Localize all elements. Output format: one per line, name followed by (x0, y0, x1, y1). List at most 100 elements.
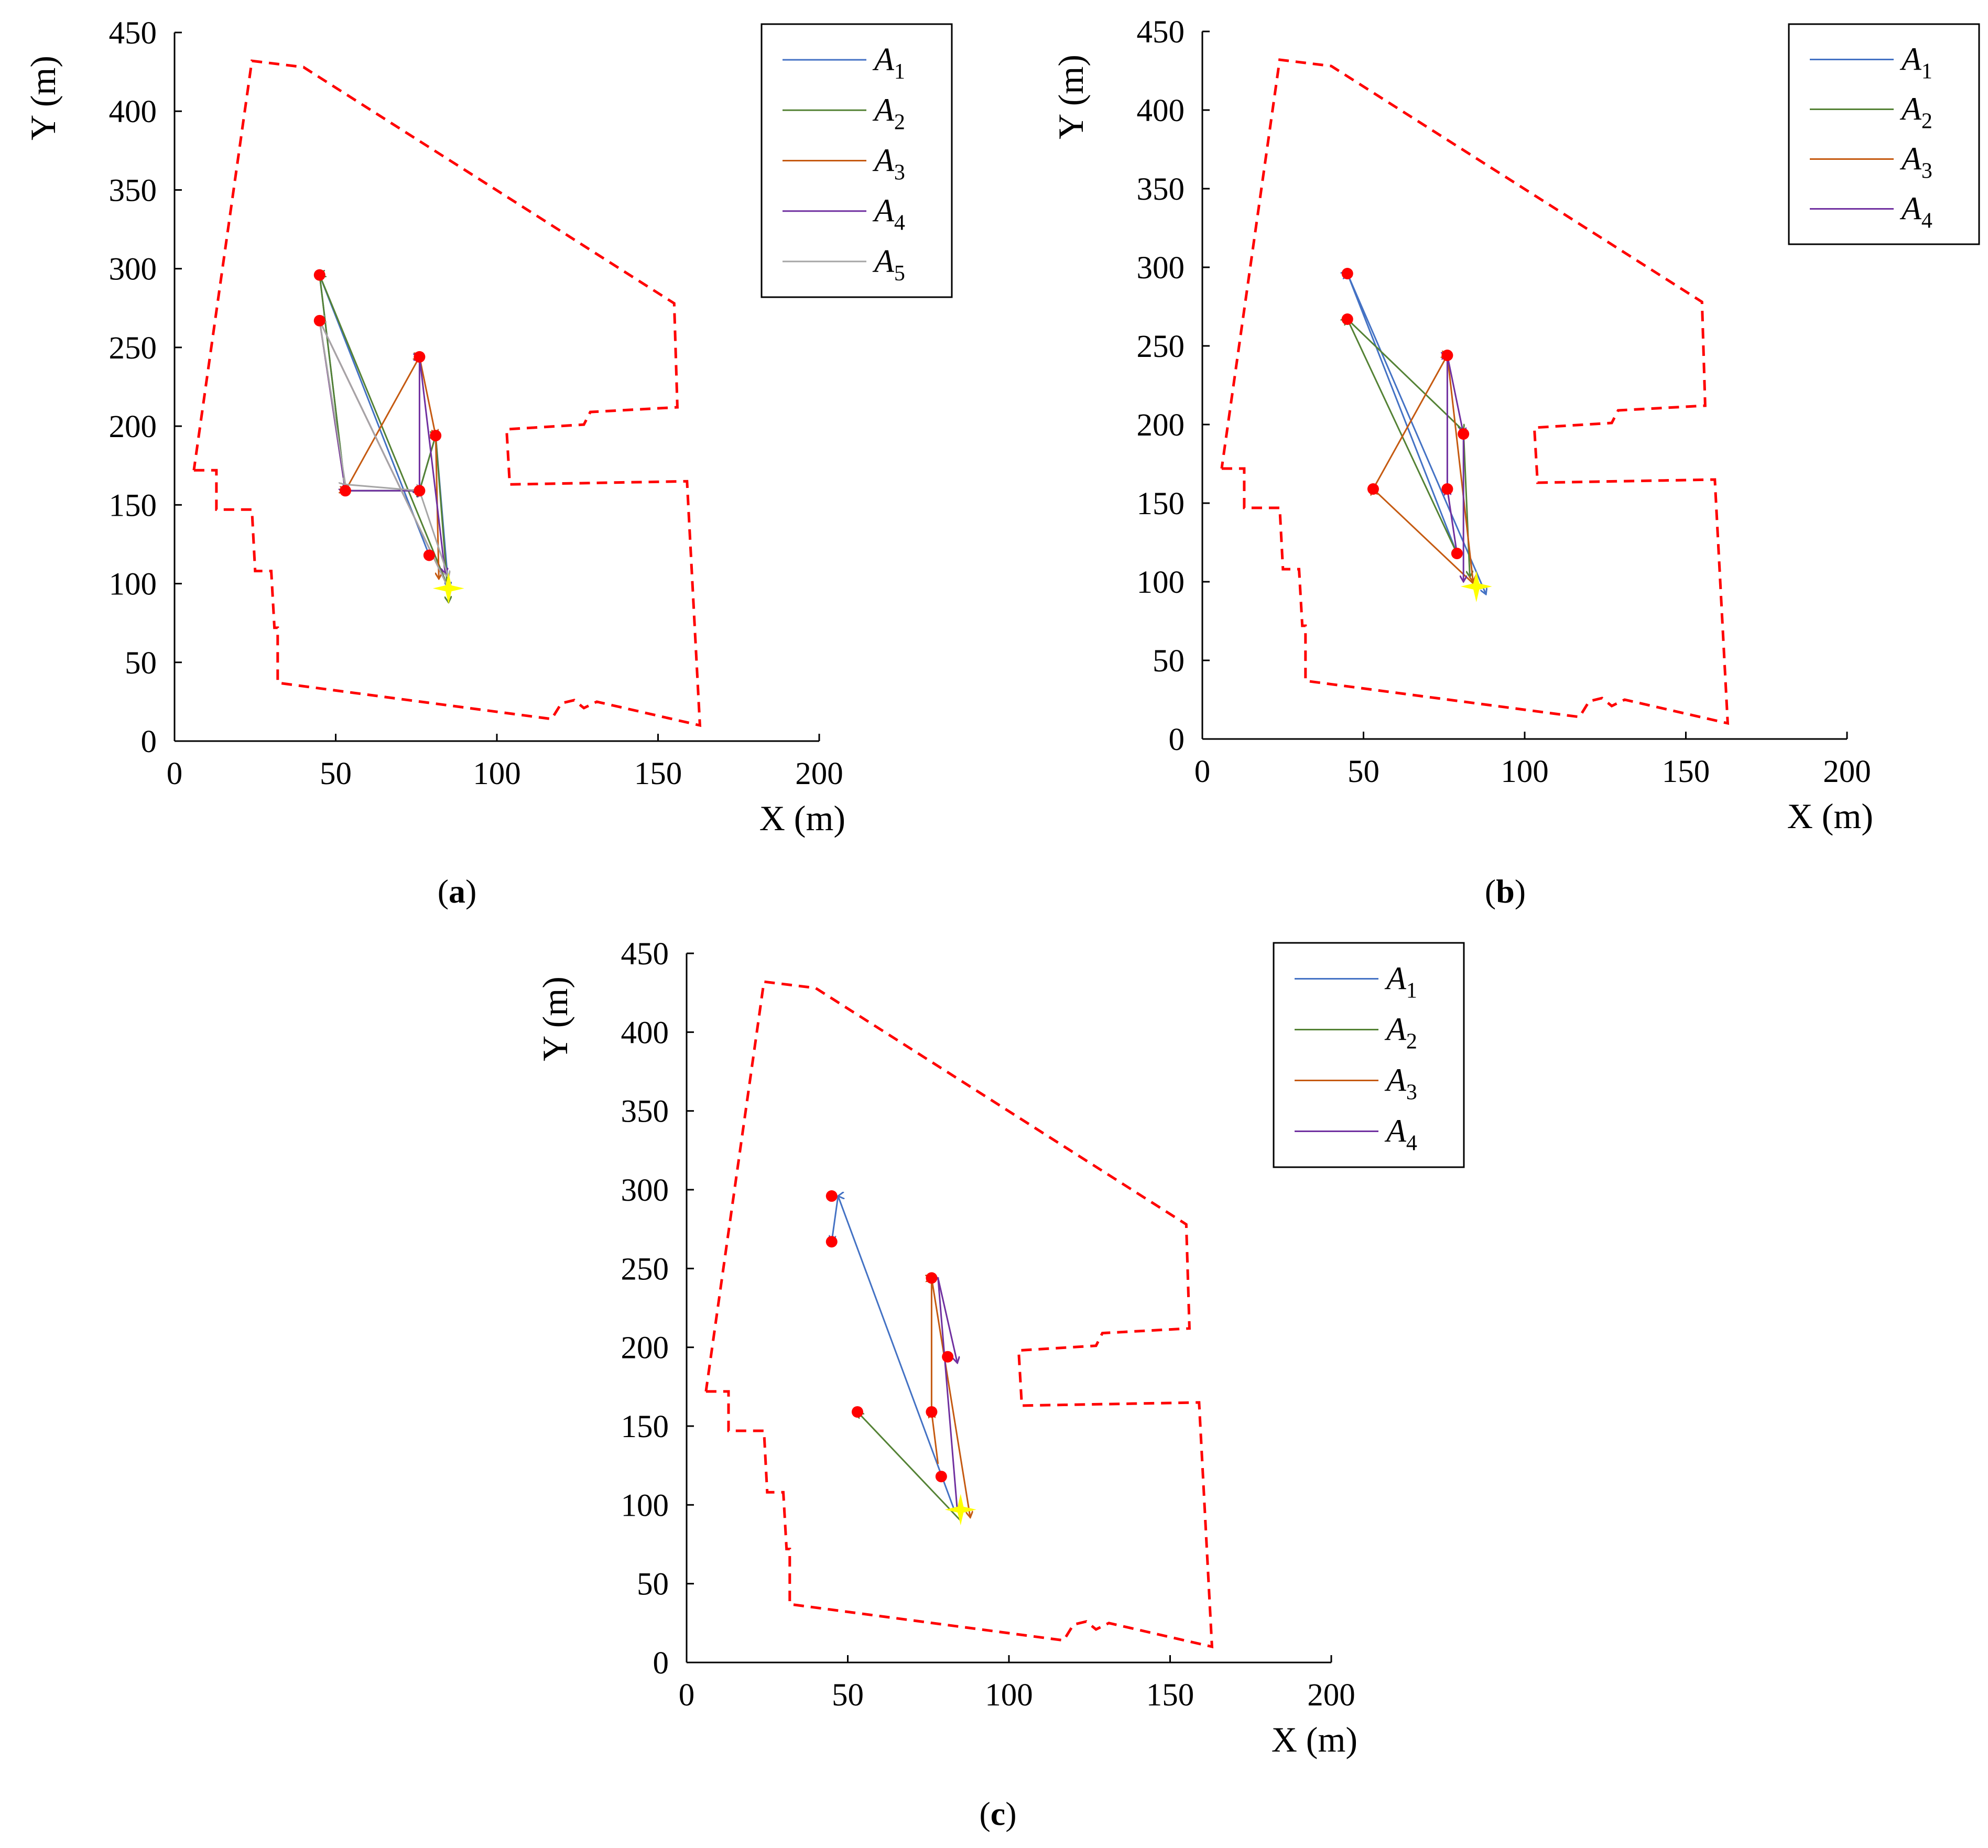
customer-node-marker (1367, 483, 1379, 495)
x-tick-label: 50 (320, 756, 352, 791)
y-tick-label: 150 (621, 1409, 669, 1444)
y-tick-label: 200 (621, 1331, 669, 1366)
legend-entry-A2: A2 (872, 92, 905, 134)
site-boundary-line (704, 980, 1214, 1649)
legend-entry-A4: A4 (872, 193, 905, 235)
legend-entry-A3: A3 (1384, 1063, 1417, 1105)
caption-letter: c (991, 1795, 1005, 1832)
legend-entry-subscript: 2 (1921, 110, 1932, 134)
y-tick-label: 350 (1137, 172, 1185, 207)
legend-entry-A3: A3 (1899, 142, 1932, 183)
legend-box (1788, 23, 1980, 245)
legend-entry-name: A (1899, 191, 1922, 227)
legend-entry-name: A (872, 244, 895, 279)
x-tick-label: 50 (1348, 754, 1379, 789)
legend-entry-subscript: 4 (1406, 1132, 1417, 1156)
legend-entry-subscript: 3 (894, 161, 905, 185)
legend-entry-A5: A5 (872, 244, 905, 286)
caption-open-paren: ( (1485, 873, 1496, 910)
chart-panel-b: 0 50 100 150 200 0 50 100 150 200 250 300 350 400 450 X… (1051, 15, 1980, 910)
depot-star-marker (432, 572, 464, 604)
y-tick-label: 300 (1137, 251, 1185, 286)
customer-node-marker (942, 1351, 954, 1363)
x-tick-label: 100 (1501, 754, 1549, 789)
caption-letter: b (1496, 873, 1515, 910)
x-tick-label: 150 (1146, 1678, 1194, 1713)
legend-entry-name: A (1384, 961, 1407, 997)
y-tick-label: 50 (125, 646, 157, 681)
y-tick-label: 400 (1137, 93, 1185, 128)
x-tick-label: 50 (832, 1678, 864, 1713)
legend-entry-name: A (872, 143, 895, 179)
customer-node-marker (825, 1236, 838, 1248)
legend-box (1273, 942, 1465, 1168)
legend-entry-A2: A2 (1899, 92, 1932, 134)
legend-entry-A3: A3 (872, 143, 905, 185)
legend-entry-A1: A1 (872, 42, 905, 84)
y-tick-label: 0 (141, 724, 157, 759)
caption-close-paren: ) (465, 873, 476, 910)
x-axis-label: X (m) (1272, 1720, 1357, 1759)
y-tick-label: 250 (109, 331, 157, 366)
y-tick-label: 350 (621, 1094, 669, 1129)
customer-node-marker (313, 269, 325, 281)
legend-entry-subscript: 3 (1921, 159, 1932, 183)
depot-star-marker (944, 1494, 976, 1526)
legend-entry-A4: A4 (1899, 191, 1932, 233)
legend-entry-name: A (1384, 1063, 1407, 1099)
customer-node-marker (423, 549, 435, 561)
customer-node-marker (1341, 268, 1353, 279)
panel-caption: (b) (1485, 873, 1526, 910)
legend-entry-subscript: 3 (1406, 1081, 1417, 1105)
chart-panel-a: 0 50 100 150 200 0 50 100 150 200 250 300 350 400 450 X… (23, 16, 953, 910)
y-tick-label: 0 (653, 1646, 669, 1681)
y-tick-label: 100 (1137, 565, 1185, 600)
x-tick-label: 200 (1307, 1678, 1355, 1713)
route-line-A2 (857, 1412, 961, 1521)
y-tick-label: 450 (621, 937, 669, 972)
customer-node-marker (1458, 428, 1470, 440)
panel-caption: (a) (438, 873, 477, 910)
customer-node-marker (1441, 483, 1453, 495)
customer-node-marker (313, 314, 325, 327)
customer-node-marker (1341, 313, 1353, 325)
x-tick-label: 0 (1194, 754, 1211, 789)
legend-entry-name: A (1899, 142, 1922, 177)
y-tick-label: 450 (1137, 15, 1185, 50)
x-tick-label: 150 (634, 756, 682, 791)
y-tick-label: 100 (109, 567, 157, 602)
x-axis-label: X (m) (759, 798, 845, 838)
y-tick-label: 350 (109, 173, 157, 208)
legend-entry-A1: A1 (1384, 961, 1417, 1003)
legend-entry-name: A (1899, 92, 1922, 127)
customer-node-marker (339, 485, 351, 497)
x-tick-label: 100 (985, 1678, 1033, 1713)
customer-node-marker (1451, 548, 1463, 559)
y-tick-label: 200 (1137, 408, 1185, 443)
site-boundary-line (192, 59, 702, 727)
x-tick-label: 0 (167, 756, 183, 791)
panel-caption: (c) (979, 1795, 1016, 1832)
y-tick-label: 450 (109, 16, 157, 51)
legend-entry-name: A (1899, 42, 1922, 78)
legend-entry-subscript: 5 (894, 262, 905, 286)
y-tick-label: 400 (109, 94, 157, 129)
y-axis-label: Y (m) (1051, 55, 1091, 139)
y-tick-label: 300 (109, 252, 157, 287)
legend-entry-name: A (872, 193, 895, 229)
legend-entry-subscript: 1 (1921, 60, 1932, 84)
route-line-A1 (832, 1196, 955, 1510)
depot-star-marker (1460, 571, 1492, 602)
y-tick-label: 50 (637, 1567, 669, 1602)
caption-open-paren: ( (979, 1795, 990, 1832)
y-tick-label: 200 (109, 409, 157, 444)
customer-node-marker (935, 1471, 947, 1483)
x-tick-label: 150 (1662, 754, 1710, 789)
chart-panel-c: 0 50 100 150 200 0 50 100 150 200 250 300 350 400 450 X… (535, 937, 1465, 1832)
customer-node-marker (1441, 350, 1453, 361)
caption-close-paren: ) (1005, 1795, 1016, 1832)
legend-entry-name: A (872, 92, 895, 128)
site-boundary-line (1220, 58, 1730, 725)
